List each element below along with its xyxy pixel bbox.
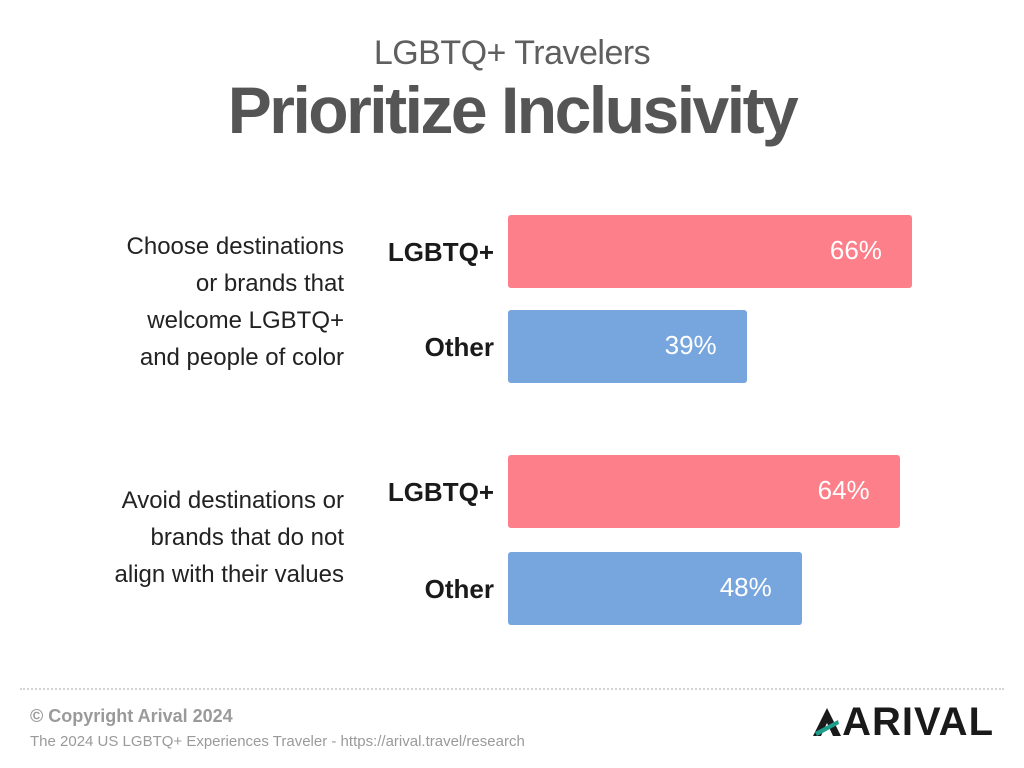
arival-logo: ARIVAL [812,700,994,744]
category-label-lgbtq: LGBTQ+ [387,477,494,507]
category-label-other: Other [424,574,494,604]
group-2-label: Avoid destinations or brands that do not… [44,482,344,593]
group-2-label-line: Avoid destinations or [121,487,344,514]
bar-value-label: 64% [817,475,870,505]
source-text: The 2024 US LGBTQ+ Experiences Traveler … [30,733,525,750]
group-1-label-line: and people of color [139,344,344,371]
chart-subtitle: LGBTQ+ Travelers [373,34,651,72]
bar-value-label: 39% [664,330,717,360]
logo-text: ARIVAL [842,699,994,744]
bar-value-label: 66% [829,235,882,265]
group-2-label-line: brands that do not [150,524,344,551]
bar-value-label: 48% [719,572,772,602]
copyright-text: © Copyright Arival 2024 [30,706,233,726]
bar-lgbtq [508,455,900,528]
group-2-label-line: align with their values [114,561,344,588]
bar-lgbtq [508,215,912,288]
bar-other [508,552,802,625]
group-1-label-line: welcome LGBTQ+ [147,307,344,334]
footer-divider [20,688,1004,690]
category-label-lgbtq: LGBTQ+ [387,237,494,267]
group-1-label-line: or brands that [195,270,344,297]
category-label-other: Other [424,332,494,362]
chart-title: Prioritize Inclusivity [227,73,799,147]
group-1-label: Choose destinations or brands that welco… [44,228,344,376]
group-1-label-line: Choose destinations [126,233,344,260]
arival-logo-mark-icon [813,708,842,736]
bar-other [508,310,747,383]
